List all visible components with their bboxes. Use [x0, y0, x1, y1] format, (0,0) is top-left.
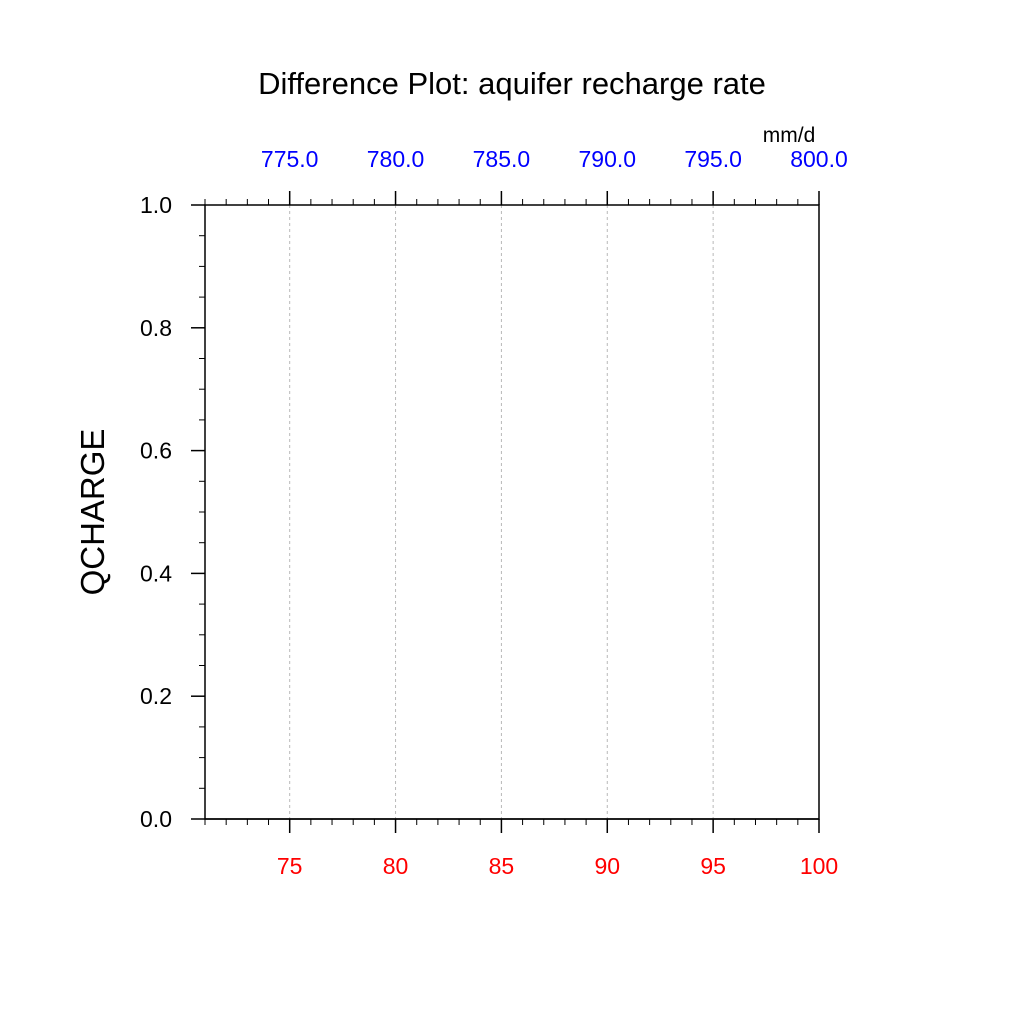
y-axis-label: QCHARGE	[74, 429, 111, 596]
x-tick-label: 95	[700, 853, 726, 879]
minor-ticks	[199, 199, 799, 825]
y-tick-label: 0.4	[140, 560, 172, 586]
y-tick-label: 0.0	[140, 806, 172, 832]
x-tick-label: 80	[383, 853, 409, 879]
x-tick-label: 100	[800, 853, 838, 879]
top-axis-units: mm/d	[763, 124, 816, 147]
top-tick-label: 800.0	[790, 146, 848, 172]
y-tick-label: 1.0	[140, 192, 172, 218]
chart-title: Difference Plot: aquifer recharge rate	[258, 66, 766, 101]
x-tick-label: 90	[594, 853, 620, 879]
top-tick-label: 790.0	[578, 146, 636, 172]
top-tick-label: 775.0	[261, 146, 319, 172]
y-tick-label: 0.8	[140, 315, 172, 341]
grid-lines	[289, 205, 714, 819]
x-tick-label: 85	[489, 853, 515, 879]
tick-labels: 75 80 85 90 95 100 775.0 780.0 785.0 790.0 795.0 80…	[140, 146, 848, 879]
top-tick-label: 780.0	[367, 146, 425, 172]
top-tick-label: 785.0	[473, 146, 531, 172]
top-tick-label: 795.0	[684, 146, 742, 172]
major-ticks	[191, 191, 820, 833]
y-tick-label: 0.6	[140, 438, 172, 464]
x-tick-label: 75	[277, 853, 303, 879]
y-tick-label: 0.2	[140, 683, 172, 709]
plot-frame	[204, 204, 820, 820]
